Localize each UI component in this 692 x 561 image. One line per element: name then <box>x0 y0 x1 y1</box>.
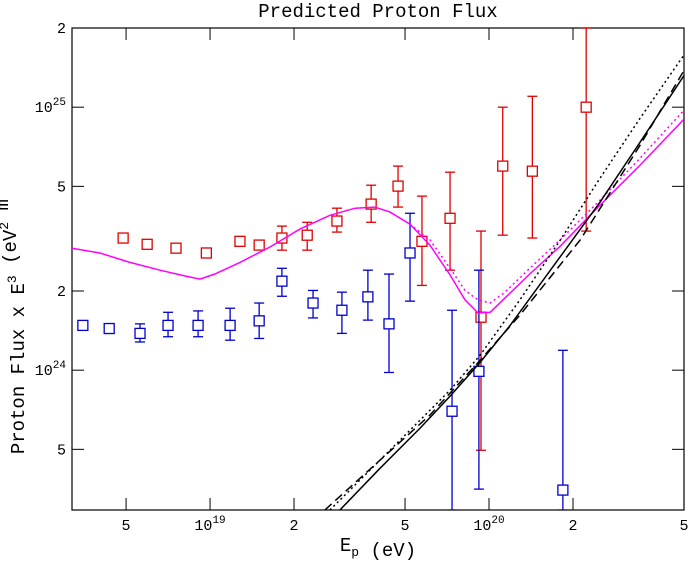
tick-label-base: 5 <box>57 442 66 459</box>
data-point <box>224 319 236 332</box>
data-point <box>526 165 538 177</box>
data-point <box>200 247 213 259</box>
data-point <box>77 319 89 332</box>
tick-label-base: 5 <box>122 518 131 535</box>
data-point <box>276 232 288 244</box>
data-point <box>103 322 115 335</box>
curve <box>339 75 684 510</box>
data-point <box>444 212 456 224</box>
plot-frame <box>71 27 685 511</box>
x-tick-label: 5 <box>122 518 131 535</box>
chart-title: Predicted Proton Flux <box>258 1 497 23</box>
data-point <box>192 319 204 332</box>
y-tick-label: 5 <box>57 179 66 196</box>
data-point <box>497 160 509 172</box>
curve <box>324 70 684 510</box>
data-point <box>253 315 265 327</box>
data-point <box>141 238 153 250</box>
data-point <box>362 291 374 303</box>
label-part: (eV) <box>359 540 416 561</box>
y-axis-label: Proton Flux x E3 (eV2 m-2 s-1 sr-1) <box>0 84 30 454</box>
x-tick-label: 1020 <box>473 515 504 535</box>
data-point <box>475 311 487 323</box>
subscript: p <box>351 545 359 560</box>
tick-label-exponent: 24 <box>53 360 67 372</box>
y-tick-label: 1025 <box>35 97 66 117</box>
superscript: -2 <box>0 183 4 199</box>
data-point <box>404 247 416 259</box>
data-point <box>392 180 404 192</box>
x-tick-label: 5 <box>401 518 410 535</box>
data-point <box>473 365 485 377</box>
y-tick-label: 5 <box>57 442 66 459</box>
data-point <box>134 327 146 340</box>
tick-label-base: 5 <box>401 518 410 535</box>
label-part: s <box>0 161 6 184</box>
tick-label-base: 5 <box>57 179 66 196</box>
data-point <box>117 232 129 244</box>
tick-label-base: 2 <box>568 518 577 535</box>
tick-label-base: 2 <box>57 21 66 38</box>
tick-label-base: 2 <box>290 518 299 535</box>
data-point <box>301 229 313 241</box>
data-point <box>580 101 592 113</box>
tick-label-exponent: 20 <box>491 515 504 527</box>
curve <box>72 118 684 314</box>
x-axis-label: Ep (eV) <box>340 535 416 561</box>
x-tick-label: 2 <box>568 518 577 535</box>
label-part: E <box>340 535 351 557</box>
y-tick-label: 2 <box>57 284 66 301</box>
data-point <box>170 242 182 254</box>
superscript: 3 <box>5 275 20 283</box>
y-tick-label: 1024 <box>35 360 67 380</box>
data-point <box>162 319 174 332</box>
superscript: 2 <box>0 222 12 230</box>
data-point <box>234 235 246 247</box>
x-tick-label: 5 <box>679 518 688 535</box>
tick-label-exponent: 19 <box>212 515 225 527</box>
data-point <box>307 297 319 309</box>
data-point <box>331 215 343 227</box>
data-point <box>365 198 377 210</box>
y-tick-label: 2 <box>57 21 66 38</box>
tick-label-base: 10 <box>35 363 53 380</box>
tick-label-base: 10 <box>35 100 53 117</box>
tick-label-base: 5 <box>679 518 688 535</box>
data-point <box>276 275 288 287</box>
tick-label-exponent: 25 <box>53 97 66 109</box>
tick-label-base: 10 <box>473 518 491 535</box>
label-part: Proton Flux x E <box>8 283 30 454</box>
tick-label-base: 2 <box>57 284 66 301</box>
data-point <box>557 484 569 496</box>
data-point <box>446 405 458 417</box>
tick-label-base: 10 <box>194 518 212 535</box>
x-tick-label: 2 <box>290 518 299 535</box>
plot-area <box>72 28 684 510</box>
label-part: (eV <box>0 229 22 275</box>
curve <box>329 54 684 510</box>
data-point <box>253 239 265 251</box>
data-point <box>383 318 395 330</box>
data-point <box>336 304 348 316</box>
x-tick-label: 1019 <box>194 515 225 535</box>
label-part: m <box>0 199 14 222</box>
